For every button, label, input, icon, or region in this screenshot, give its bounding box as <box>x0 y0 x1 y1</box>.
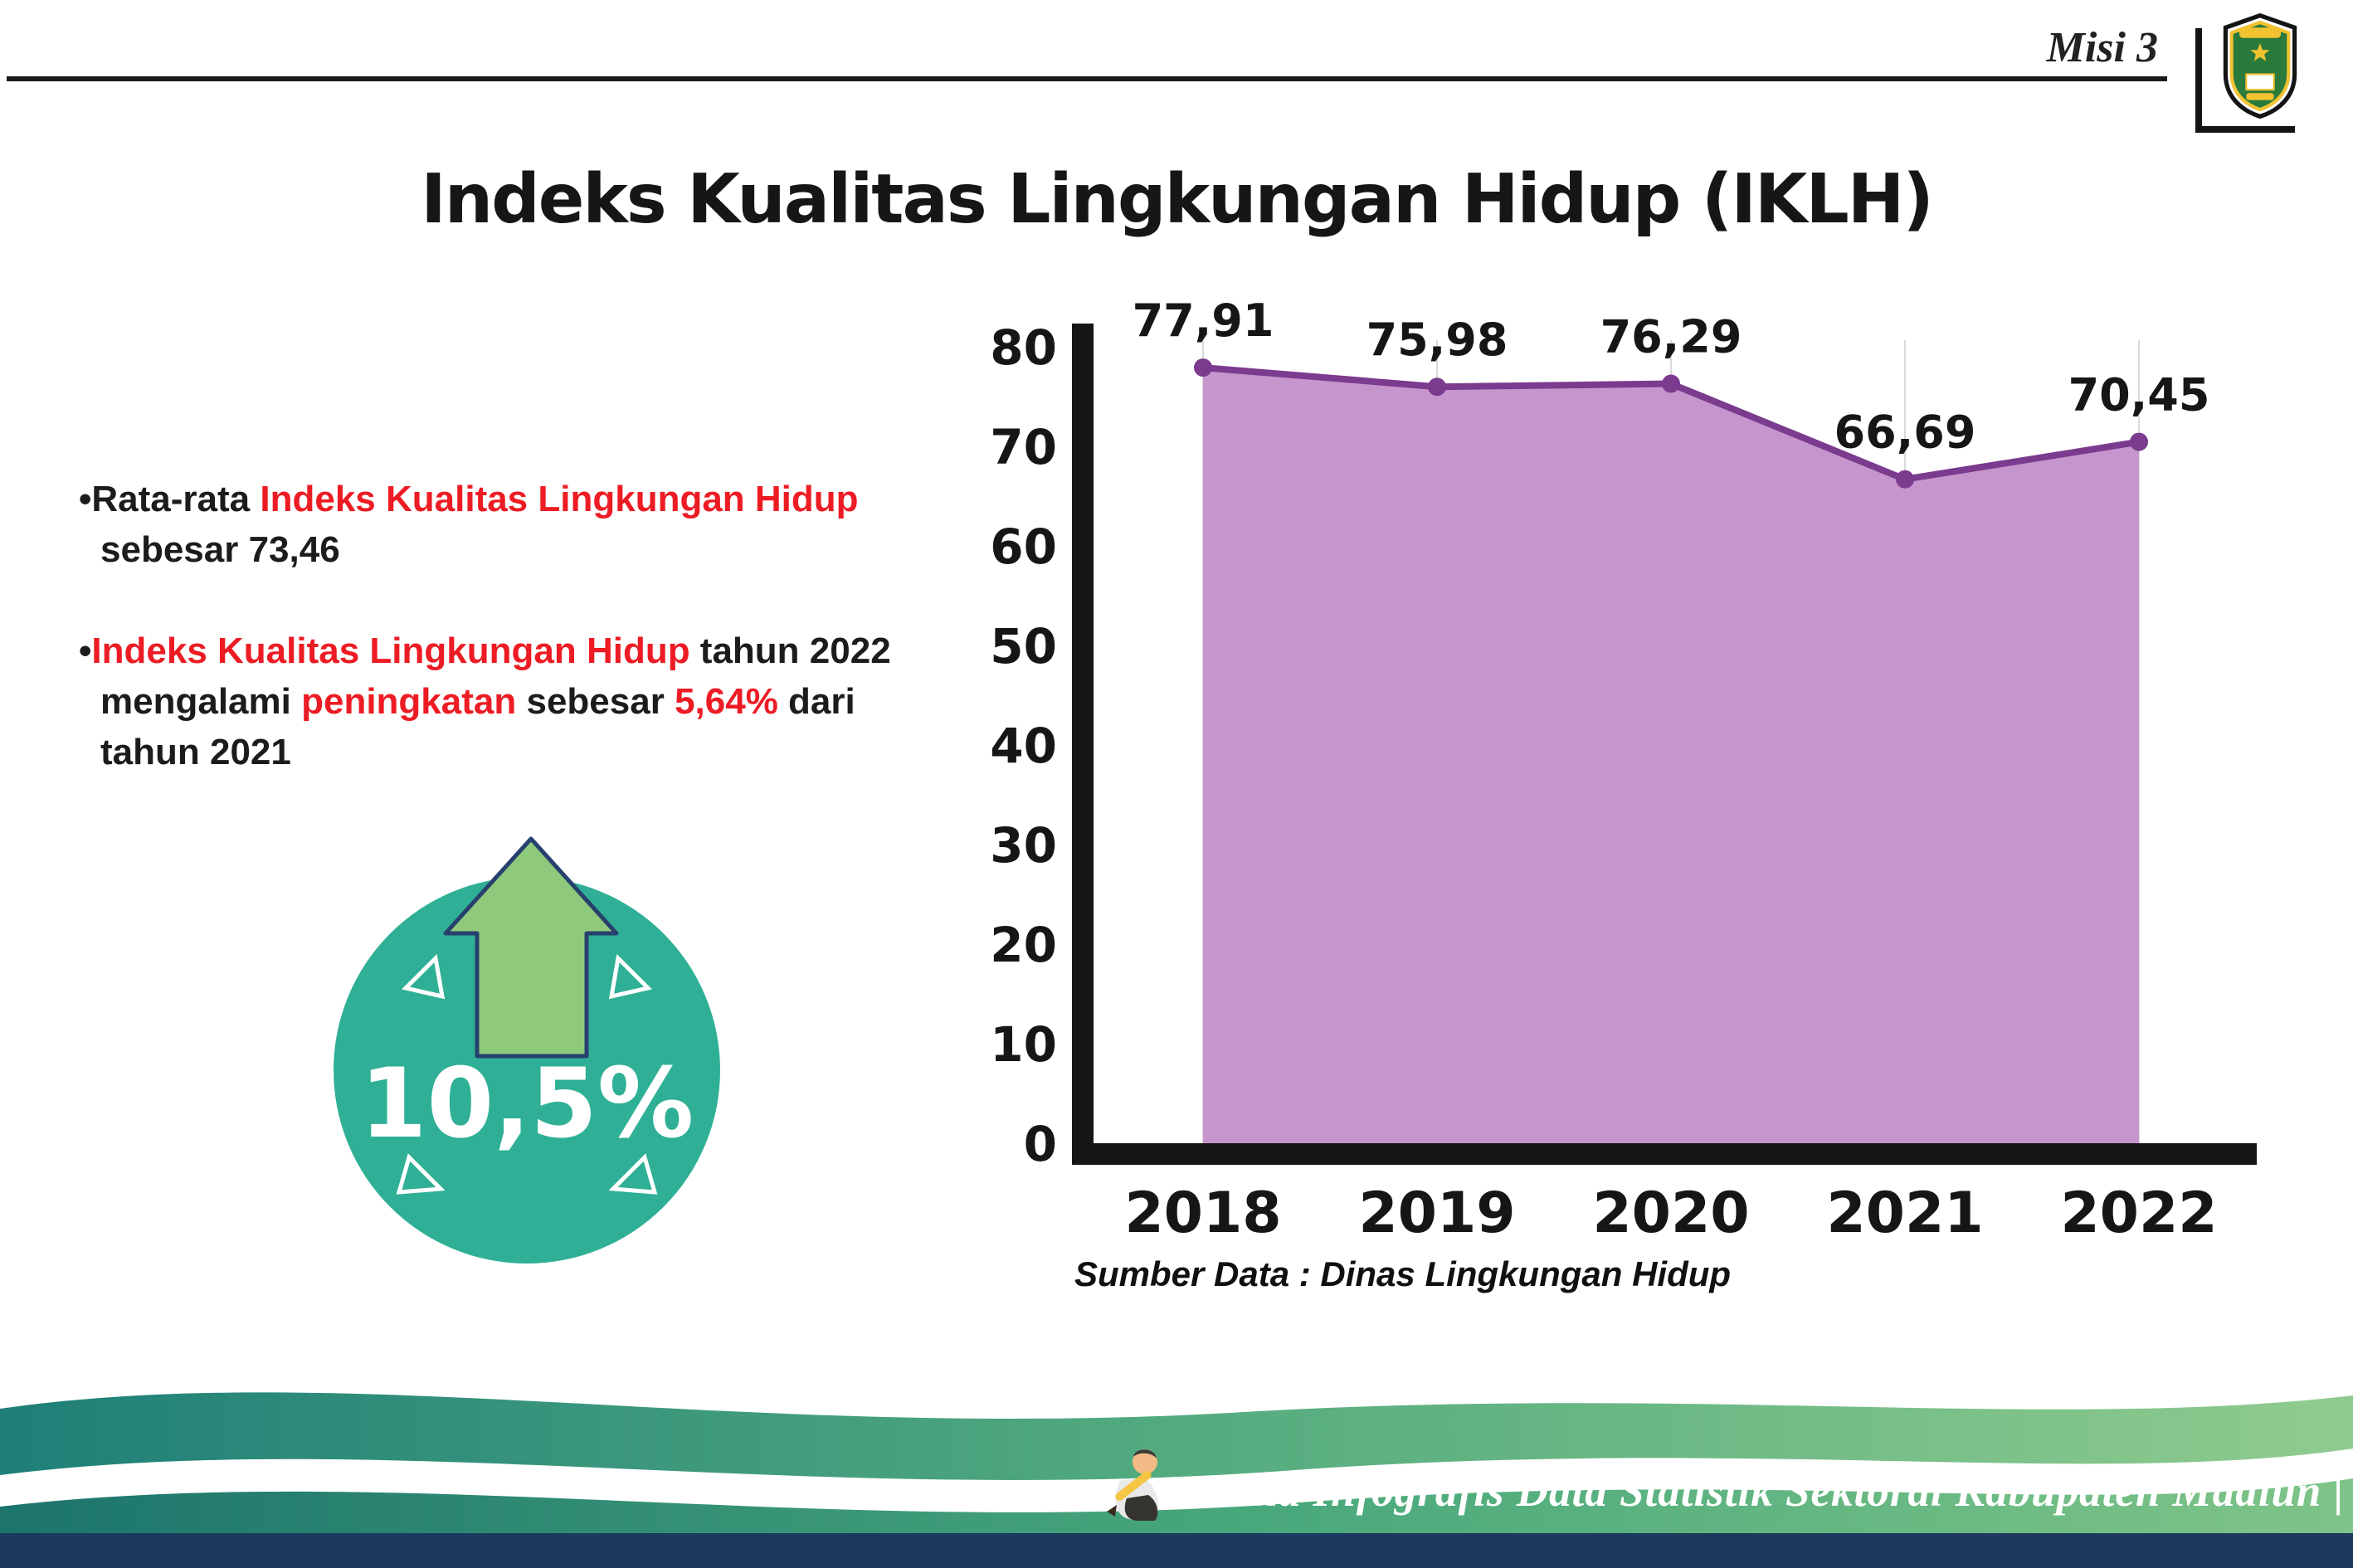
svg-text:0: 0 <box>1024 1116 1057 1172</box>
triangle-decoration <box>608 953 652 1000</box>
b2-text-6: 5,64% <box>675 681 778 723</box>
svg-text:2021: 2021 <box>1826 1181 1983 1246</box>
svg-text:2020: 2020 <box>1592 1181 1749 1246</box>
b2-text-3: tahun 2022 mengalami <box>100 631 891 723</box>
data-markers <box>1194 358 2148 489</box>
svg-text:77,91: 77,91 <box>1133 295 1274 347</box>
value-labels: 77,91 75,98 76,29 66,69 70,45 <box>1133 295 2210 459</box>
footer-navy-strip <box>0 1533 2353 1568</box>
y-axis-bar <box>1072 324 1094 1165</box>
svg-text:70,45: 70,45 <box>2068 369 2210 421</box>
page-title: Indeks Kualitas Lingkungan Hidup (IKLH) <box>421 159 1934 239</box>
y-tick-labels: 0 10 20 30 40 50 60 70 80 <box>990 319 1057 1172</box>
increase-badge-graphic <box>334 836 720 1264</box>
chart-svg: 0 10 20 30 40 50 60 70 80 77,91 75,98 76,29 66,69 70,… <box>990 295 2257 1246</box>
svg-text:75,98: 75,98 <box>1366 314 1508 366</box>
bullet-item-average: •Rata-rata Indeks Kualitas Lingkungan Hi… <box>79 475 917 575</box>
area-fill <box>1203 368 2139 1143</box>
triangle-decoration <box>402 953 446 1000</box>
b1-text-3: sebesar 73,46 <box>100 528 340 570</box>
svg-text:2019: 2019 <box>1358 1181 1515 1246</box>
svg-text:20: 20 <box>990 917 1057 973</box>
triangle-decoration <box>396 1153 446 1195</box>
key-findings: •Rata-rata Indeks Kualitas Lingkungan Hi… <box>79 475 917 778</box>
svg-text:80: 80 <box>990 319 1057 376</box>
footer-wave <box>0 1392 2353 1568</box>
b2-text-7: dari tahun 2021 <box>100 681 855 772</box>
svg-text:76,29: 76,29 <box>1600 311 1742 363</box>
x-axis-bar <box>1072 1143 2257 1165</box>
increase-value: 10,5% <box>359 1048 694 1160</box>
source-note: Sumber Data : Dinas Lingkungan Hidup <box>1074 1254 1732 1293</box>
b2-text-5: sebesar <box>516 681 675 723</box>
svg-text:70: 70 <box>990 419 1057 475</box>
kabupaten-madiun-logo-icon <box>2223 12 2297 119</box>
iklh-area-chart: 0 10 20 30 40 50 60 70 80 77,91 75,98 76,29 66,69 70,… <box>913 290 2290 1344</box>
bullet-item-increase: •Indeks Kualitas Lingkungan Hidup tahun … <box>79 626 917 777</box>
svg-text:10: 10 <box>990 1016 1057 1073</box>
b2-text-1: • <box>79 631 92 672</box>
b1-text-1: •Rata-rata <box>79 479 261 519</box>
up-arrow-icon <box>443 836 619 1059</box>
svg-text:30: 30 <box>990 817 1057 874</box>
increase-badge: 10,5% <box>319 834 734 1288</box>
b1-text-2: Indeks Kualitas Lingkungan Hidup <box>260 479 859 519</box>
mascot-icon <box>1107 1449 1158 1521</box>
header-rule <box>7 76 2167 81</box>
svg-text:66,69: 66,69 <box>1834 407 1976 459</box>
svg-text:60: 60 <box>990 519 1057 575</box>
misi-label: Misi 3 <box>2046 24 2158 71</box>
badge-circle <box>334 877 720 1264</box>
svg-text:40: 40 <box>990 718 1057 774</box>
svg-text:2018: 2018 <box>1124 1181 1281 1246</box>
crest-banner <box>2239 27 2281 38</box>
triangle-decoration <box>608 1153 658 1195</box>
footer-credit: Media Infografis Data Statistik Sektoral… <box>1182 1468 2345 1516</box>
svg-text:50: 50 <box>990 618 1057 674</box>
b2-text-4: peningkatan <box>301 681 517 723</box>
logo-frame <box>2195 28 2295 133</box>
svg-text:2022: 2022 <box>2060 1181 2217 1246</box>
b2-text-2: Indeks Kualitas Lingkungan Hidup <box>91 631 690 672</box>
x-tick-labels: 2018 2019 2020 2021 2022 <box>1124 1181 2217 1246</box>
